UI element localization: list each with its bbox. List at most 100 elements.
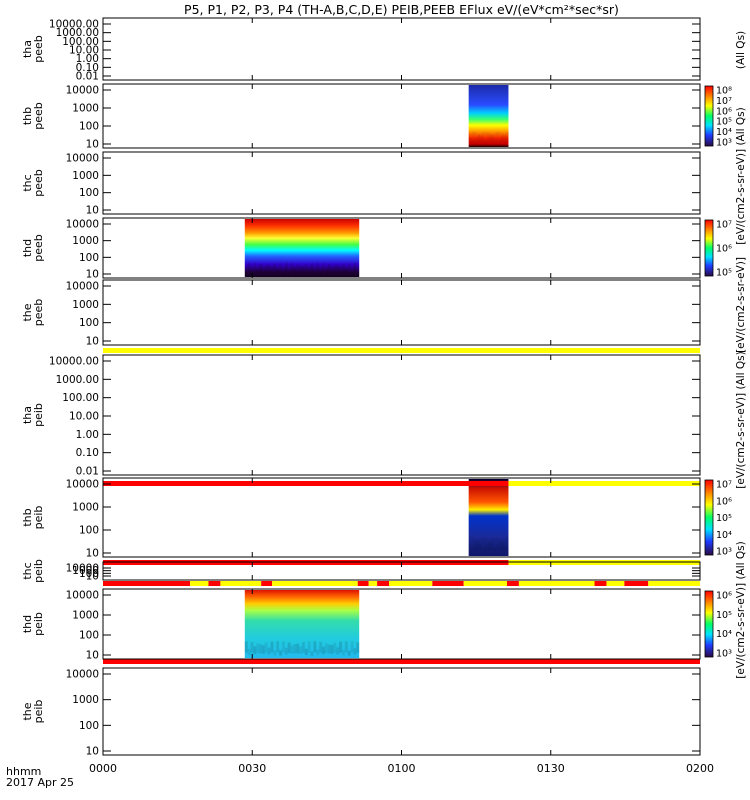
spectrogram-texture-thb-peib (483, 547, 485, 554)
flag-segment-1-0 (103, 481, 509, 486)
colorbar-tick-label-thb-peib: 10⁷ (716, 480, 732, 491)
flag-segment-3-5 (272, 581, 358, 586)
ytick-label-the-peeb: 10000 (66, 281, 99, 293)
xtick-label: 0100 (388, 762, 416, 775)
spectrogram-texture-thd-peib (287, 642, 291, 653)
spectrogram-texture-thd-peib (296, 643, 300, 654)
spectrogram-texture-thb-peib (484, 537, 486, 550)
spectrogram-texture-thb-peib (469, 537, 471, 550)
spectrogram-texture-thd-peeb (270, 266, 274, 274)
panel-label-product-tha-peib: peib (32, 403, 45, 427)
spectrogram-texture-thb-peib (496, 546, 498, 553)
flag-segment-3-9 (389, 581, 433, 586)
spectrogram-texture-thb-peeb (475, 138, 477, 145)
spectrogram-texture-thb-peib (503, 543, 505, 552)
spectrogram-texture-thb-peeb (486, 139, 488, 145)
spectrogram-texture-thb-peeb (490, 135, 492, 144)
panel-label-probe-thc-peib: thc (21, 562, 34, 579)
spectrogram-texture-thb-peib (500, 541, 502, 552)
ytick-label-tha-peib: 10.00 (69, 411, 99, 423)
spectrogram-texture-thd-peeb (353, 262, 357, 273)
panel-frame-tha-peeb (102, 17, 701, 81)
spectrogram-texture-thd-peeb (264, 265, 268, 274)
spectrogram-texture-thd-peib (250, 642, 254, 653)
spectrogram-texture-thd-peeb (302, 265, 305, 274)
panel-label-probe-the-peeb: the (21, 303, 34, 321)
spectrogram-texture-thd-peib (330, 645, 334, 654)
colorbar-tick-label-thd-peeb: 10⁷ (716, 220, 732, 231)
spectrogram-texture-thd-peib (327, 644, 331, 654)
date-label: 2017 Apr 25 (6, 776, 75, 789)
flag-segment-3-2 (208, 581, 221, 586)
flag-segment-3-14 (594, 581, 607, 586)
spectrogram-texture-thd-peib (350, 641, 354, 653)
spectrogram-texture-thb-peeb (495, 139, 497, 145)
spectrogram-texture-thd-peeb (356, 269, 360, 275)
spectrogram-texture-thb-peib (499, 538, 501, 551)
spectrogram-texture-thb-peeb (500, 132, 502, 143)
spectrogram-texture-thb-peib (468, 545, 470, 553)
flag-segment-3-0 (103, 581, 191, 586)
flag-segment-3-6 (357, 581, 369, 586)
spectrogram-texture-thb-peib (472, 546, 474, 553)
spectrogram-texture-thd-peeb (293, 267, 297, 274)
spectrogram-texture-thd-peib (307, 641, 311, 653)
spectrogram-texture-thb-peib (505, 546, 507, 553)
colorbar-tick-label-thb-peeb: 10⁵ (716, 117, 732, 128)
ytick-label-tha-peib: 1000.00 (56, 374, 99, 386)
spectrogram-texture-thb-peib (482, 537, 484, 550)
spectrogram-texture-thd-peeb (342, 263, 345, 273)
ytick-label-tha-peib: 10000.00 (49, 356, 99, 368)
spectrogram-texture-thd-peib (290, 645, 294, 654)
ytick-label-tha-peib: 100.00 (62, 392, 99, 404)
ytick-label-thb-peib: 1000 (72, 502, 99, 514)
spectrogram-texture-thb-peeb (483, 131, 485, 142)
spectrogram-texture-thd-peeb (296, 264, 300, 273)
spectrogram-texture-thd-peib (284, 647, 288, 655)
spectrogram-texture-thb-peeb (472, 131, 474, 142)
spectrogram-texture-thd-peib (264, 642, 268, 653)
xtick-label: 0200 (686, 762, 714, 775)
spectrogram-texture-thb-peib (490, 542, 492, 552)
spectrogram-texture-thd-peib (310, 651, 314, 656)
spectrogram-texture-thd-peib (316, 649, 320, 656)
spectrogram-texture-thb-peib (492, 545, 494, 553)
spectrogram-texture-thd-peeb (267, 264, 271, 273)
spectrogram-texture-thb-peib (501, 540, 503, 551)
ytick-label-tha-peeb: 10.00 (69, 45, 99, 57)
colorbar-title-thb-peeb: (All Qs) (735, 31, 747, 69)
spectrogram-texture-thb-peib (497, 537, 499, 550)
panel-label-product-thc-peib: peib (32, 559, 45, 583)
spectrogram-texture-thb-peeb (485, 131, 487, 142)
spectrogram-texture-thd-peeb (299, 265, 302, 274)
flag-segment-3-4 (261, 581, 273, 586)
spectrogram-texture-thb-peeb (471, 139, 473, 145)
ytick-label-thd-peeb: 10 (86, 269, 99, 281)
spectrogram-texture-thb-peeb (492, 133, 494, 143)
spectrogram-block-thb-peib-0 (468, 479, 509, 556)
spectrogram-texture-thb-peeb (503, 134, 505, 143)
spectrogram-texture-thb-peib (502, 539, 504, 551)
spectrogram-texture-thd-peeb (319, 270, 323, 275)
spectrogram-texture-thd-peib (353, 648, 357, 655)
colorbar-tick-label-thd-peeb: 10⁵ (716, 268, 732, 279)
spectrogram-texture-thd-peeb (327, 263, 331, 273)
panel-label-product-the-peeb: peeb (32, 299, 45, 327)
colorbar-tick-label-thd-peib: 10⁵ (716, 610, 732, 621)
spectrogram-texture-thd-peeb (287, 269, 291, 275)
spectrogram-texture-thd-peeb (330, 266, 334, 274)
colorbar-tick-label-thb-peib: 10⁵ (716, 513, 732, 524)
ytick-label-thc-peeb: 1000 (72, 170, 99, 182)
ytick-label-thc-peib: 100 (79, 568, 99, 580)
ytick-label-thd-peib: 10000 (66, 590, 99, 602)
ytick-label-tha-peeb: 100.00 (62, 36, 99, 48)
spectrogram-texture-thb-peeb (507, 131, 509, 142)
spectrogram-texture-thd-peib (276, 641, 280, 653)
spectrogram-texture-thb-peeb (478, 134, 480, 143)
spectrogram-texture-thb-peib (485, 544, 487, 553)
spectrogram-texture-thd-peeb (322, 262, 325, 273)
spectrogram-texture-thd-peeb (336, 264, 340, 273)
spectrogram-texture-thd-peib (302, 642, 305, 653)
colorbar-title-thb-peib: [eV/(cm2-s-sr-eV)] (All Qs) (735, 351, 747, 488)
spectrogram-texture-thb-peeb (501, 136, 503, 144)
